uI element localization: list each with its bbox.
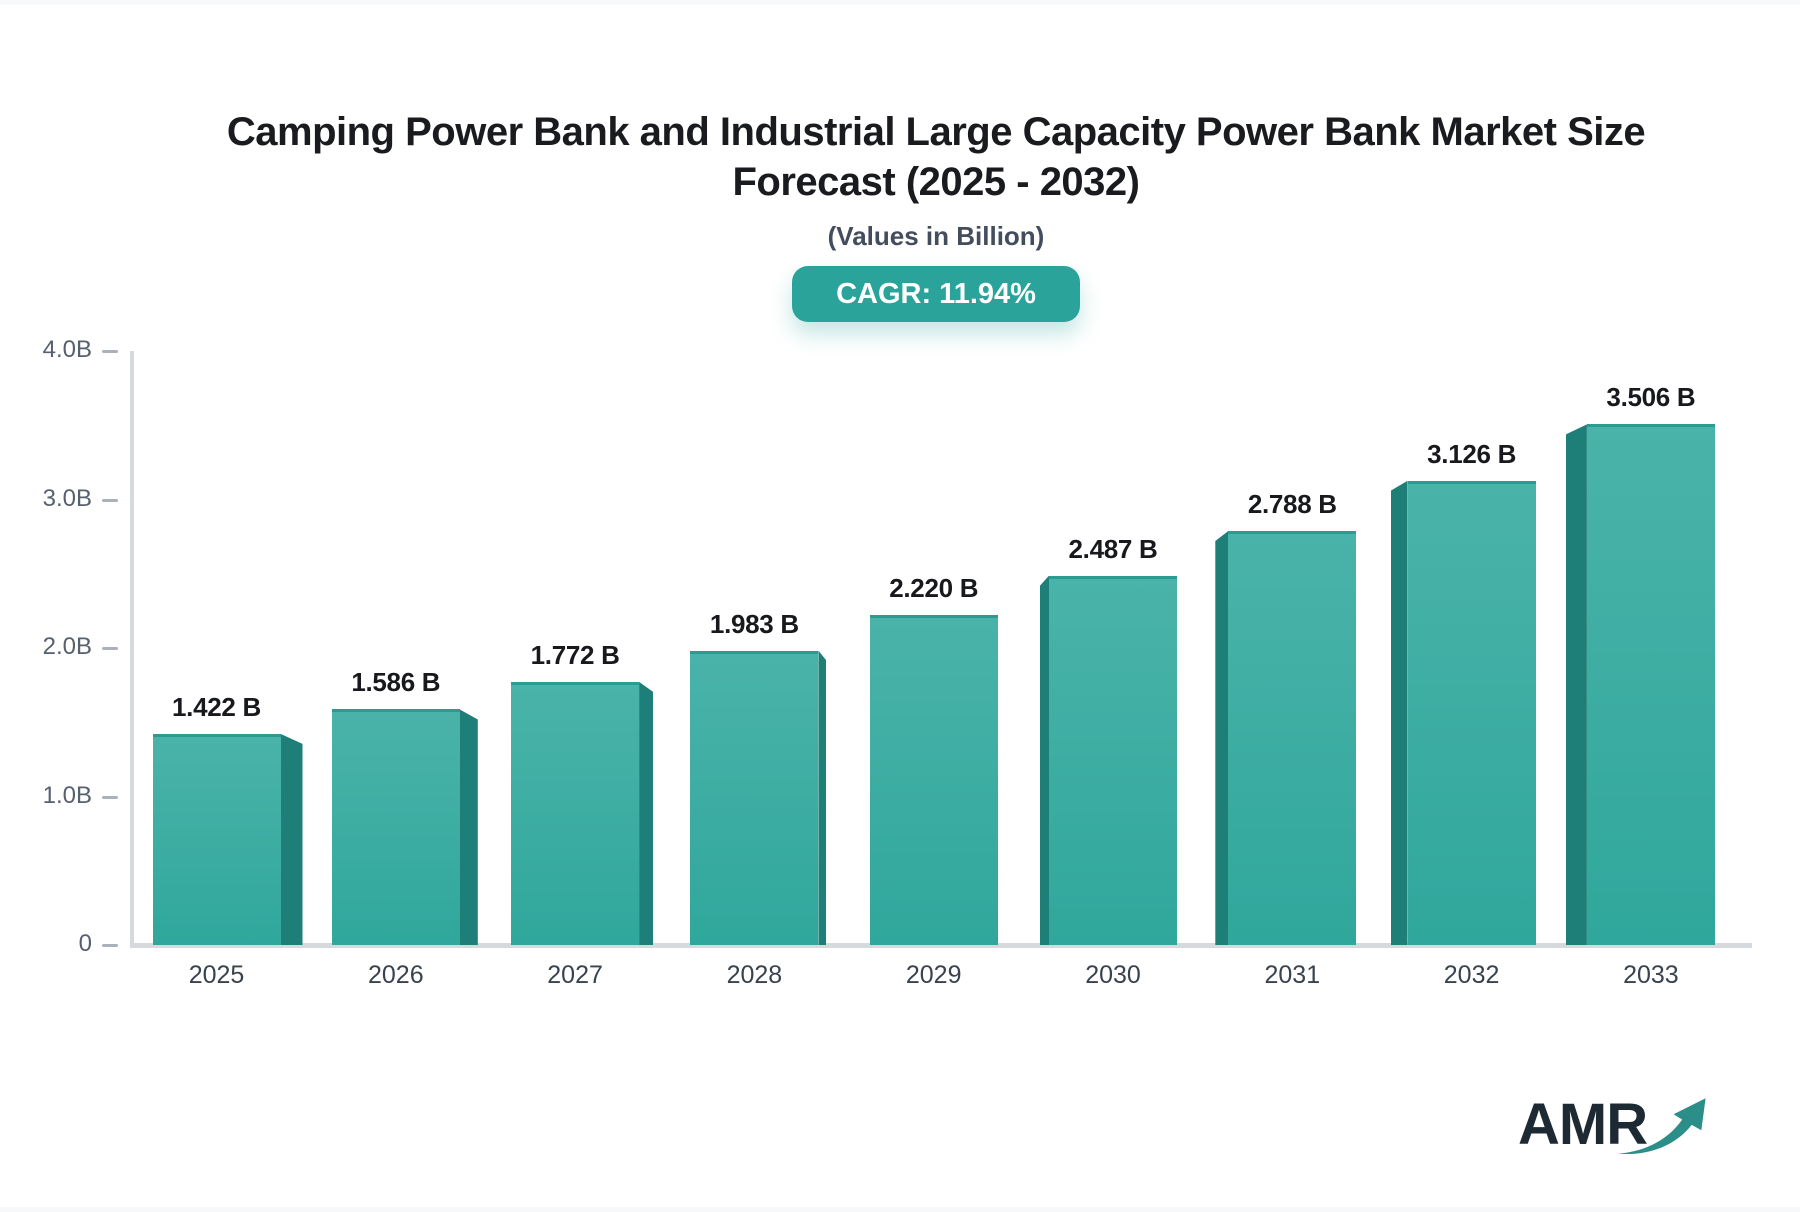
bar-2028-side	[818, 650, 827, 945]
bar-2032[interactable]	[1407, 480, 1536, 945]
x-axis-label-2031: 2031	[1264, 961, 1321, 989]
bar-2031-side	[1215, 530, 1229, 945]
bar-2027-side	[639, 681, 654, 945]
chart-title-line1: Camping Power Bank and Industrial Large …	[226, 110, 1646, 154]
amr-logo: AMR	[1518, 1091, 1718, 1171]
chart-header: Camping Power Bank and Industrial Large …	[36, 5, 1800, 322]
bar-value-label-2025: 1.422 B	[172, 691, 261, 722]
bar-2026-side	[459, 709, 478, 945]
bar-2031[interactable]	[1228, 530, 1357, 945]
y-axis-tick	[102, 795, 118, 799]
y-axis-label: 3.0B	[42, 484, 92, 512]
y-axis-label: 4.0B	[42, 336, 92, 363]
bar-value-label-2026: 1.586 B	[351, 667, 441, 698]
x-axis-label-2027: 2027	[547, 961, 603, 989]
y-axis-line	[130, 351, 134, 947]
plot-area: 0 1.0B 2.0B 3.0B 4.0B 1.422 B 2025 1.586 B 2026 1…	[0, 5, 1800, 1207]
growth-arrow-icon	[1618, 1098, 1706, 1155]
bar-2027[interactable]	[511, 681, 640, 945]
x-axis-label-2029: 2029	[905, 961, 962, 989]
y-axis-tick	[102, 350, 118, 353]
bar-2028[interactable]	[690, 650, 819, 945]
chart-subtitle: (Values in Billion)	[827, 221, 1045, 251]
x-axis-label-2033: 2033	[1623, 961, 1679, 989]
chart-title-line2: Forecast (2025 - 2032)	[732, 160, 1140, 204]
y-axis-label: 2.0B	[42, 633, 92, 660]
x-axis-label-2028: 2028	[726, 961, 783, 989]
bar-value-label-2030: 2.487 B	[1068, 533, 1158, 564]
bar-2030[interactable]	[1049, 575, 1177, 945]
x-axis-line	[130, 943, 1752, 948]
bar-value-label-2028: 1.983 B	[709, 608, 799, 639]
bar-value-label-2032: 3.126 B	[1427, 438, 1517, 469]
y-axis-tick	[102, 498, 118, 502]
bar-2025-side	[280, 733, 303, 945]
x-axis-label-2025: 2025	[188, 961, 245, 989]
y-axis-tick	[102, 647, 118, 650]
y-axis-label: 1.0B	[42, 781, 92, 809]
bar-2025[interactable]	[152, 733, 281, 945]
bar-2026[interactable]	[331, 709, 460, 945]
amr-logo-text: AMR	[1518, 1092, 1648, 1157]
bar-value-label-2031: 2.788 B	[1247, 488, 1337, 519]
x-axis-label-2026: 2026	[367, 961, 424, 989]
x-axis-label-2032: 2032	[1443, 961, 1500, 989]
bar-2033-side	[1565, 424, 1587, 945]
bar-2029[interactable]	[869, 615, 998, 945]
cagr-badge: CAGR: 11.94%	[792, 266, 1080, 322]
y-axis-label: 0	[78, 930, 92, 957]
bar-value-label-2033: 3.506 B	[1606, 382, 1696, 413]
bar-value-label-2027: 1.772 B	[530, 639, 620, 670]
bar-2032-side	[1390, 480, 1408, 945]
bar-2033[interactable]	[1586, 424, 1715, 945]
x-axis-label-2030: 2030	[1085, 961, 1141, 989]
bar-2030-side	[1040, 575, 1049, 945]
bar-value-label-2029: 2.220 B	[889, 573, 979, 604]
y-axis-tick	[102, 944, 118, 947]
